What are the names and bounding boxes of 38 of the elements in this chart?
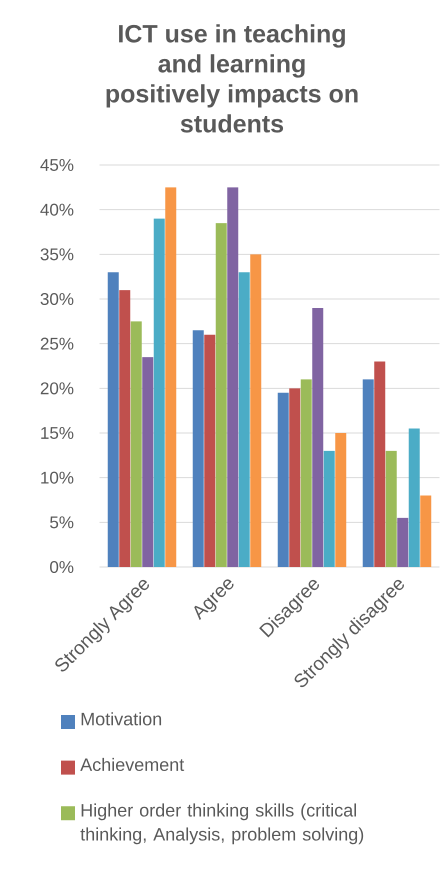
bar [130, 321, 142, 568]
bar [362, 379, 374, 568]
bar [165, 187, 176, 568]
y-tick-label: 35% [40, 248, 74, 260]
y-tick-label: 25% [40, 338, 74, 350]
y-tick-label: 45% [40, 159, 74, 171]
bar [289, 388, 300, 568]
y-tick-label: 10% [41, 472, 74, 484]
legend-label: Motivation [82, 712, 162, 726]
bar [408, 428, 420, 568]
bar [154, 218, 165, 568]
legend-label: Higher order thinking skills (critical thinking, Analysis, problem solving) [80, 803, 364, 844]
bar [420, 496, 432, 568]
y-tick-label: 20% [40, 382, 74, 394]
bar [238, 272, 250, 568]
y-tick-label: 5% [50, 516, 74, 528]
bar [119, 290, 130, 568]
bar [108, 272, 119, 568]
bar [335, 433, 346, 568]
bar [216, 223, 227, 568]
bar [300, 379, 312, 568]
legend-label: Achievement [80, 758, 184, 772]
y-tick-label: 30% [40, 292, 74, 306]
y-tick-label: 0% [50, 560, 74, 574]
bar [312, 308, 324, 568]
bar [374, 362, 386, 568]
bar [324, 450, 335, 568]
bar [386, 450, 397, 568]
bar [250, 254, 262, 568]
bar [192, 330, 204, 568]
chart-title: ICT use in teaching and learning positively impacts on students [106, 24, 358, 133]
bar [397, 518, 408, 568]
bar [142, 357, 154, 568]
bar [278, 392, 289, 568]
bar [227, 187, 238, 568]
y-tick-label: 40% [40, 204, 74, 216]
bar [204, 334, 216, 568]
y-tick-label: 15% [41, 427, 74, 439]
